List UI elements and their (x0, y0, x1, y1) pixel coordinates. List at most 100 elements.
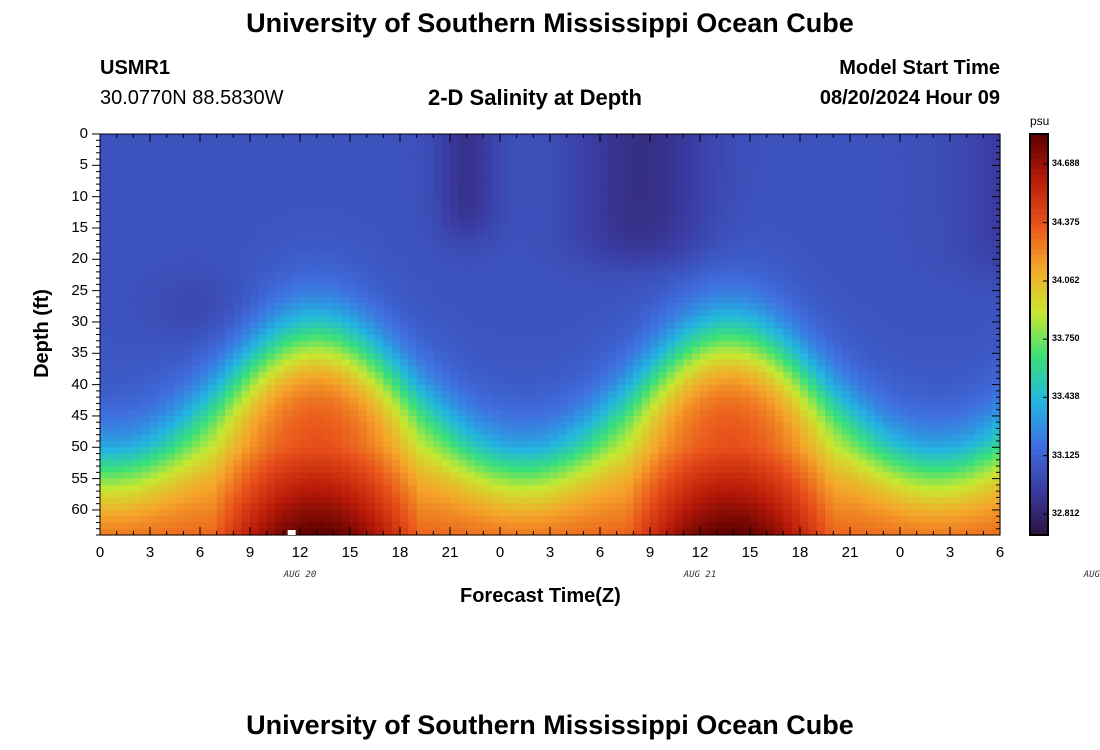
heatmap-cell (633, 209, 643, 217)
heatmap-cell (500, 509, 509, 517)
heatmap-cell (441, 528, 451, 536)
heatmap-cell (608, 503, 618, 511)
heatmap-cell (200, 466, 209, 473)
heatmap-cell (375, 209, 384, 217)
heatmap-cell (733, 271, 743, 279)
heatmap-cell (483, 459, 493, 467)
heatmap-cell (166, 177, 176, 185)
heatmap-cell (475, 390, 484, 398)
heatmap-cell (541, 497, 551, 505)
heatmap-cell (466, 453, 476, 461)
heatmap-cell (550, 397, 559, 405)
heatmap-cell (266, 478, 276, 486)
heatmap-cell (425, 390, 434, 398)
heatmap-cell (608, 215, 618, 223)
heatmap-cell (341, 528, 351, 536)
heatmap-cell (250, 328, 259, 336)
heatmap-cell (525, 221, 534, 229)
heatmap-cell (700, 409, 709, 417)
heatmap-cell (600, 441, 609, 448)
heatmap-cell (658, 447, 668, 455)
heatmap-cell (541, 246, 551, 254)
heatmap-cell (158, 509, 168, 517)
heatmap-cell (733, 397, 743, 405)
heatmap-cell (383, 428, 393, 436)
heatmap-cell (516, 209, 526, 217)
heatmap-cell (275, 522, 284, 530)
heatmap-cell (391, 509, 401, 517)
heatmap-cell (200, 459, 209, 467)
heatmap-cell (441, 359, 451, 367)
heatmap-cell (683, 265, 693, 273)
heatmap-cell (408, 146, 418, 154)
heatmap-cell (158, 428, 168, 436)
heatmap-cell (733, 384, 743, 392)
heatmap-cell (258, 328, 268, 336)
heatmap-cell (666, 428, 676, 436)
heatmap-cell (150, 466, 159, 473)
heatmap-cell (483, 234, 493, 242)
heatmap-cell (541, 265, 551, 273)
heatmap-cell (358, 240, 368, 248)
heatmap-cell (141, 190, 151, 198)
heatmap-cell (258, 428, 268, 436)
heatmap-cell (475, 516, 484, 524)
heatmap-cell (725, 234, 734, 242)
heatmap-cell (150, 296, 159, 304)
heatmap-cell (691, 384, 701, 392)
heatmap-cell (333, 303, 343, 311)
heatmap-cell (725, 478, 734, 486)
heatmap-cell (658, 309, 668, 317)
heatmap-cell (575, 265, 584, 273)
heatmap-cell (733, 152, 743, 160)
heatmap-cell (508, 134, 518, 141)
heatmap-cell (658, 134, 668, 141)
heatmap-cell (250, 422, 259, 430)
heatmap-cell (541, 365, 551, 373)
heatmap-cell (500, 196, 509, 204)
heatmap-cell (500, 484, 509, 492)
heatmap-cell (258, 390, 268, 398)
heatmap-cell (733, 390, 743, 398)
heatmap-cell (141, 353, 151, 361)
heatmap-cell (383, 315, 393, 323)
heatmap-cell (416, 397, 426, 405)
heatmap-cell (250, 478, 259, 486)
heatmap-cell (125, 265, 134, 273)
heatmap-cell (266, 190, 276, 198)
heatmap-cell (358, 372, 368, 379)
heatmap-cell (508, 403, 518, 411)
heatmap-cell (308, 390, 318, 398)
heatmap-cell (158, 459, 168, 467)
heatmap-cell (116, 353, 126, 361)
heatmap-cell (550, 328, 559, 336)
heatmap-cell (716, 296, 726, 304)
heatmap-cell (416, 171, 426, 179)
heatmap-cell (658, 409, 668, 417)
heatmap-cell (533, 415, 543, 423)
heatmap-cell (141, 240, 151, 248)
heatmap-cell (350, 259, 359, 267)
heatmap-cell (491, 415, 501, 423)
heatmap-cell (141, 309, 151, 317)
heatmap-cell (208, 165, 218, 173)
heatmap-cell (158, 409, 168, 417)
heatmap-cell (566, 491, 576, 499)
heatmap-cell (275, 271, 284, 279)
heatmap-cell (483, 209, 493, 217)
heatmap-cell (158, 384, 168, 392)
heatmap-cell (641, 484, 651, 492)
heatmap-cell (325, 503, 334, 511)
heatmap-cell (666, 296, 676, 304)
heatmap-cell (208, 134, 218, 141)
heatmap-cell (191, 234, 201, 242)
heatmap-cell (100, 328, 109, 336)
heatmap-cell (391, 271, 401, 279)
heatmap-cell (550, 140, 559, 148)
heatmap-cell (725, 246, 734, 254)
heatmap-cell (275, 190, 284, 198)
heatmap-cell (533, 365, 543, 373)
heatmap-cell (266, 321, 276, 329)
heatmap-cell (683, 159, 693, 166)
heatmap-cell (275, 134, 284, 141)
